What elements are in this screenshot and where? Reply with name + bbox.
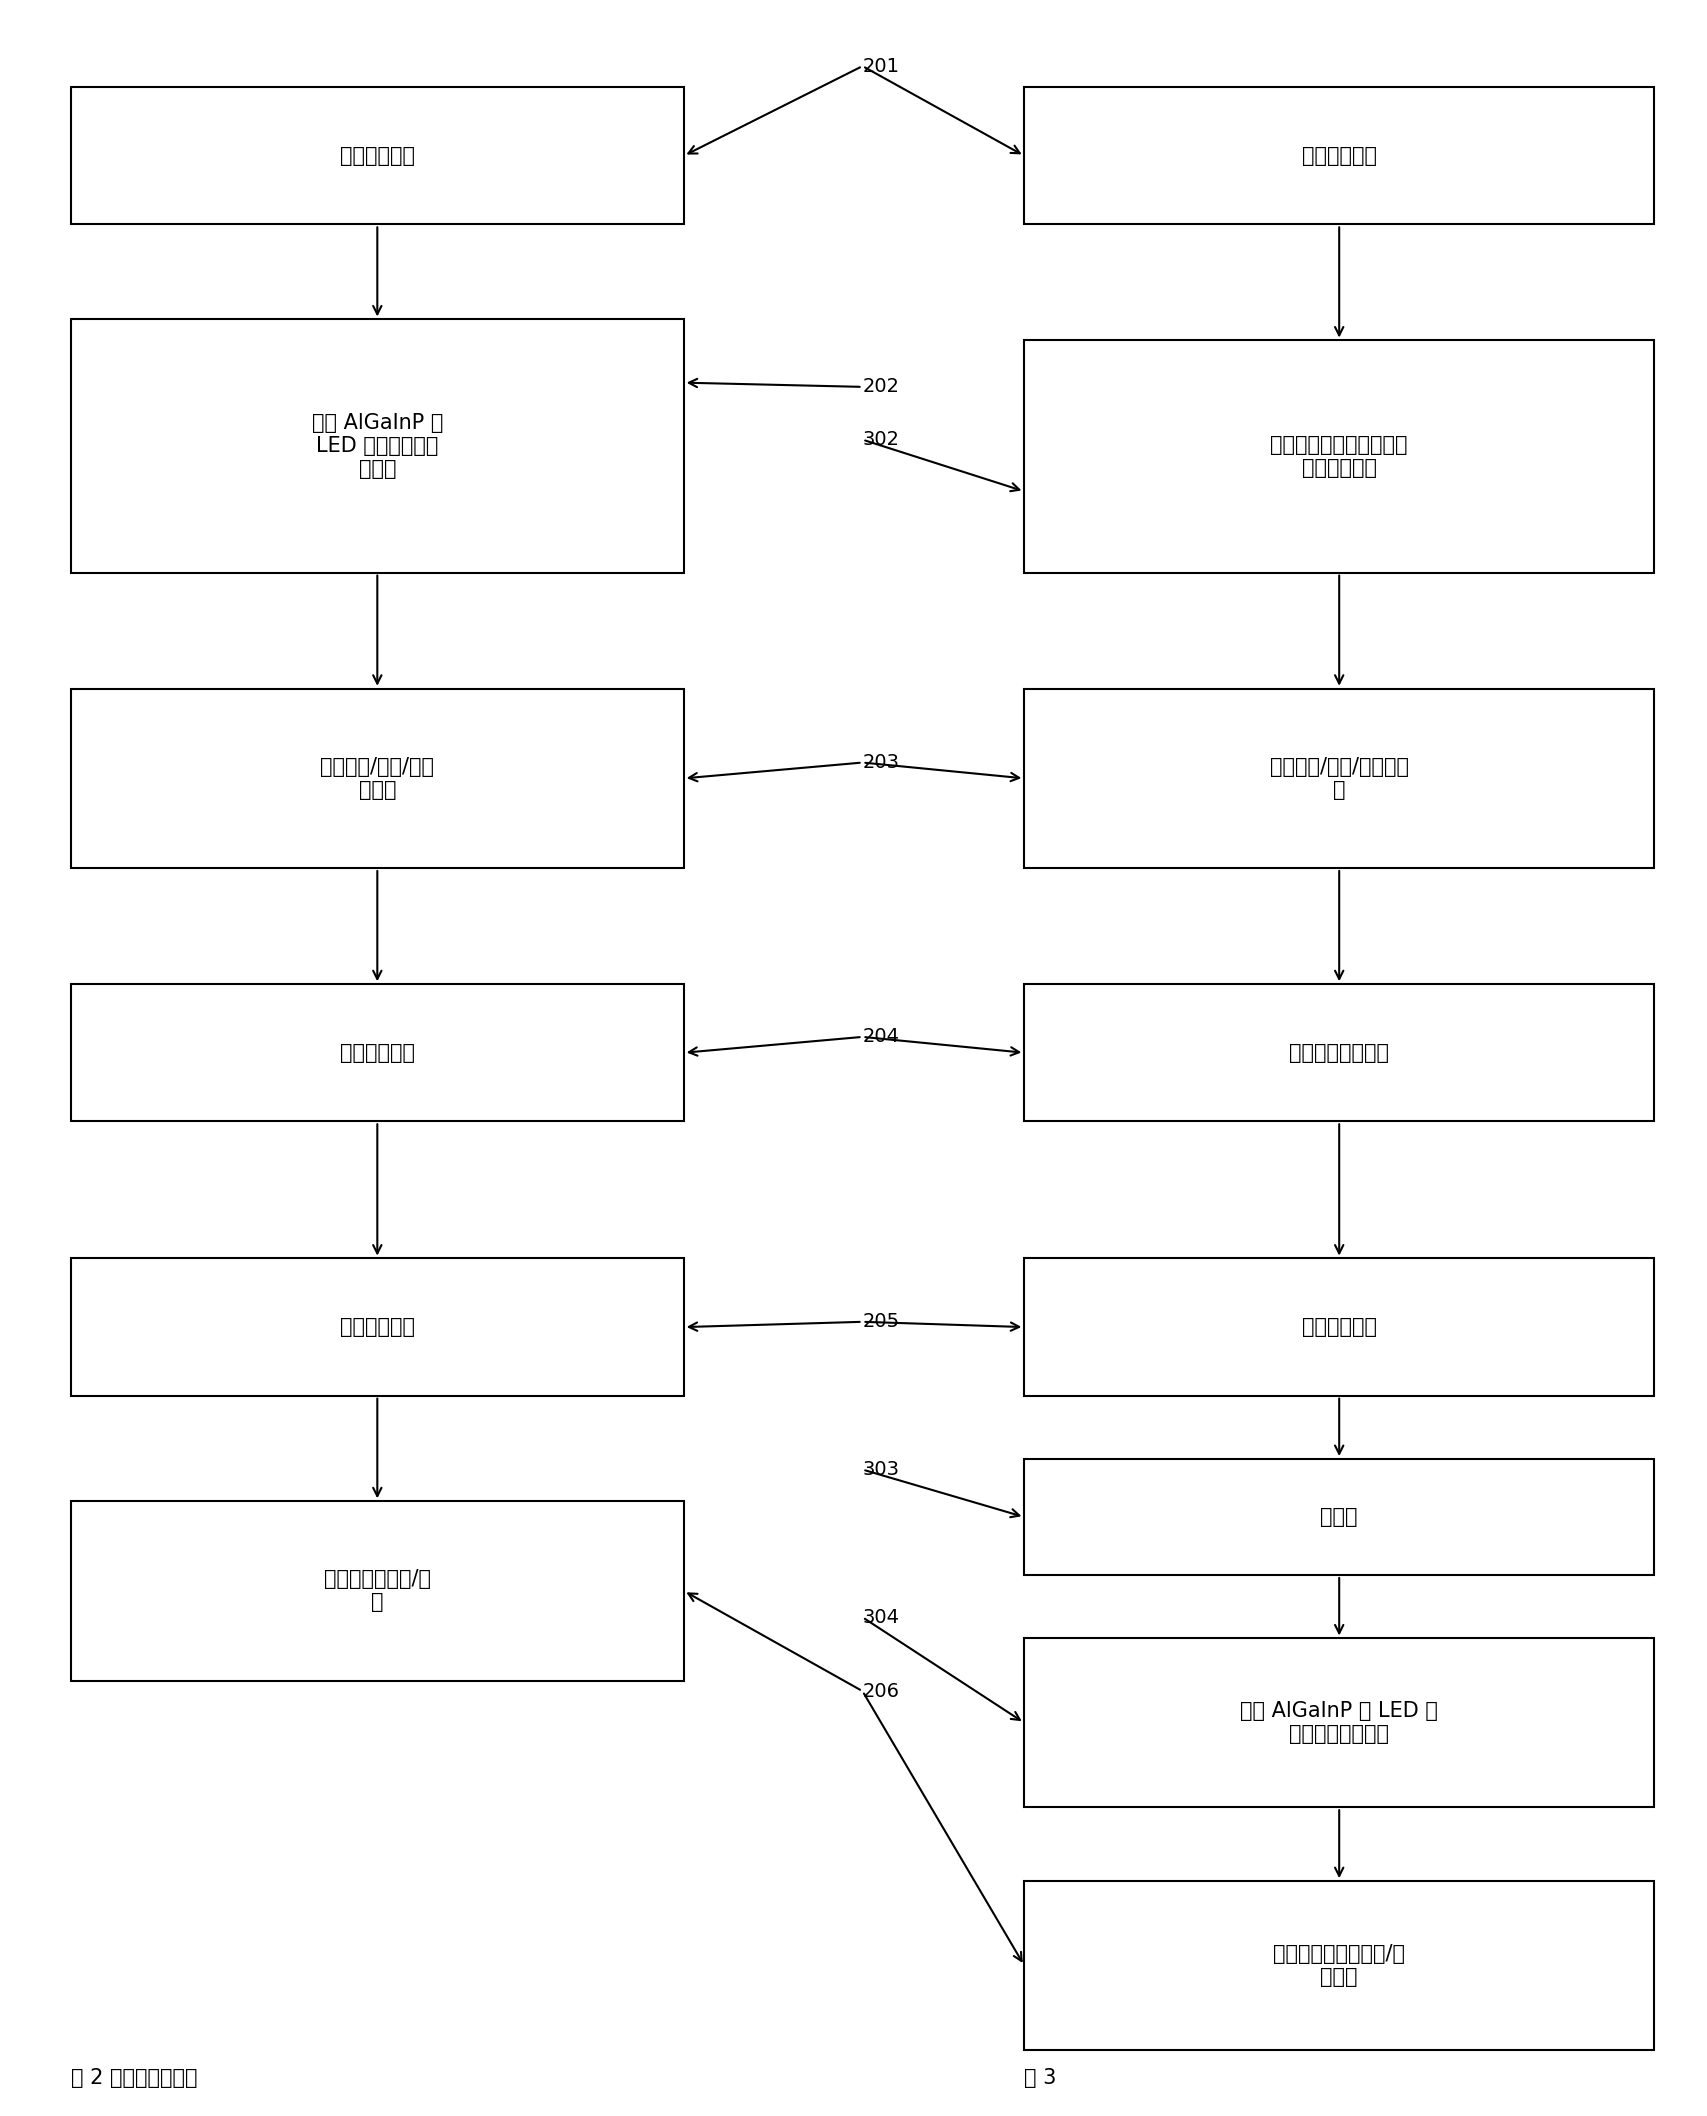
Text: 302: 302: [862, 430, 900, 449]
Text: 304: 304: [862, 1608, 900, 1627]
Bar: [1024, 1460, 1652, 1574]
Text: 生长 AlGaInP 基
LED 结构（包括发
光层）: 生长 AlGaInP 基 LED 结构（包括发 光层）: [311, 413, 442, 478]
Bar: [70, 87, 683, 224]
Text: 203: 203: [862, 753, 900, 772]
Bar: [1024, 1638, 1652, 1807]
Text: 201: 201: [862, 57, 900, 76]
Text: 图 3: 图 3: [1024, 2067, 1057, 2088]
Text: 提供生长衬底: 提供生长衬底: [340, 146, 415, 165]
Bar: [1024, 1881, 1652, 2050]
Bar: [1024, 984, 1652, 1121]
Text: 剥离生长衬底: 剥离生长衬底: [340, 1316, 415, 1337]
Bar: [70, 984, 683, 1121]
Text: 生长第一类型限制层（不
包括发光层）: 生长第一类型限制层（不 包括发光层）: [1270, 436, 1407, 478]
Text: 206: 206: [862, 1682, 900, 1701]
Text: 205: 205: [862, 1312, 900, 1331]
Text: 图 2 在先的工艺流程: 图 2 在先的工艺流程: [70, 2067, 198, 2088]
Text: 键合导电支持衬底: 键合导电支持衬底: [1289, 1043, 1388, 1062]
Text: 204: 204: [862, 1028, 900, 1047]
Text: 202: 202: [862, 377, 900, 396]
Text: 热处理: 热处理: [1320, 1507, 1357, 1528]
Text: 提供生长衬底: 提供生长衬底: [1301, 146, 1376, 165]
Text: 键合支持衬底: 键合支持衬底: [340, 1043, 415, 1062]
Bar: [70, 688, 683, 868]
Text: 层叠反射/欧姆/应力
缓冲层: 层叠反射/欧姆/应力 缓冲层: [321, 758, 434, 800]
Text: 层叠电流扩散层/电
极: 层叠电流扩散层/电 极: [324, 1570, 430, 1612]
Bar: [1024, 1259, 1652, 1397]
Bar: [70, 320, 683, 573]
Text: 层叠反射/欧姆/应力缓冲
层: 层叠反射/欧姆/应力缓冲 层: [1268, 758, 1408, 800]
Bar: [70, 1500, 683, 1680]
Bar: [1024, 341, 1652, 573]
Bar: [1024, 688, 1652, 868]
Text: 剥离生长衬底: 剥离生长衬底: [1301, 1316, 1376, 1337]
Bar: [1024, 87, 1652, 224]
Text: 303: 303: [862, 1460, 900, 1479]
Text: 分别层叠电流扩散层/第
二电极: 分别层叠电流扩散层/第 二电极: [1272, 1945, 1405, 1987]
Bar: [70, 1259, 683, 1397]
Text: 生长 AlGaInP 基 LED 结
构（包括发光层）: 生长 AlGaInP 基 LED 结 构（包括发光层）: [1239, 1701, 1437, 1744]
